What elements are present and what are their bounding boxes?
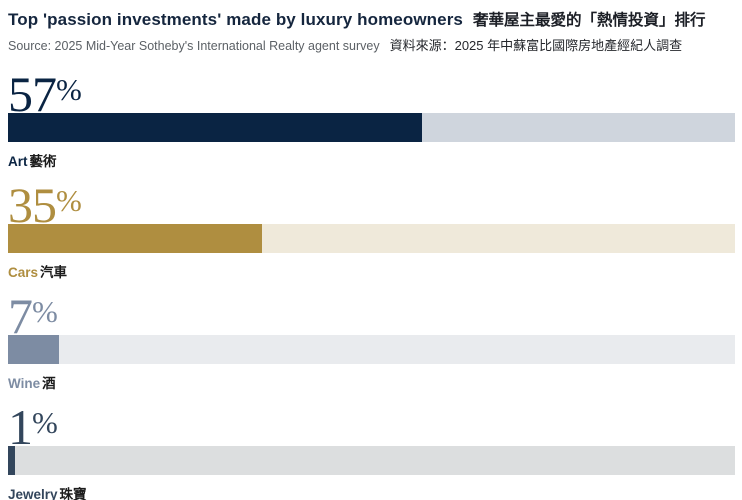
bar-track-jewelry — [8, 446, 735, 475]
bar-track-cars — [8, 224, 735, 253]
percent-sign: % — [32, 405, 58, 440]
value-number: 35 — [8, 177, 57, 233]
percent-sign: % — [56, 72, 82, 107]
source-english: Source: 2025 Mid-Year Sotheby's Internat… — [8, 39, 380, 53]
title-english: Top 'passion investments' made by luxury… — [8, 10, 463, 29]
category-chinese: 汽車 — [40, 265, 68, 280]
value-label-cars: 35% — [8, 178, 735, 230]
value-number: 7 — [8, 288, 33, 344]
value-number: 1 — [8, 399, 33, 455]
title-chinese: 奢華屋主最愛的「熱情投資」排行 — [472, 12, 706, 29]
source-chinese: 資料來源：2025 年中蘇富比國際房地產經紀人調查 — [389, 38, 683, 53]
percent-sign: % — [56, 183, 82, 218]
page-title: Top 'passion investments' made by luxury… — [8, 8, 735, 30]
value-number: 57 — [8, 66, 57, 122]
category-label-art: Art 藝術 — [8, 150, 735, 169]
category-chinese: 珠寶 — [59, 487, 87, 500]
category-label-cars: Cars 汽車 — [8, 261, 735, 280]
category-english: Wine — [8, 376, 41, 391]
bar-track-art — [8, 113, 735, 142]
category-english: Cars — [8, 265, 39, 280]
category-english: Art — [8, 154, 28, 169]
category-label-jewelry: Jewelry 珠寶 — [8, 483, 735, 500]
bar-track-wine — [8, 335, 735, 364]
value-label-wine: 7% — [8, 289, 735, 341]
bar-fill-cars — [8, 224, 263, 253]
bar-group-cars: 35% Cars 汽車 — [8, 178, 735, 280]
bar-chart: 57% Art 藝術 35% Cars 汽車 7% Wine 酒 1% Jewelry — [8, 67, 735, 500]
category-english: Jewelry — [8, 487, 58, 500]
category-chinese: 酒 — [42, 376, 56, 391]
value-label-jewelry: 1% — [8, 400, 735, 452]
category-chinese: 藝術 — [29, 154, 57, 169]
bar-fill-wine — [8, 335, 59, 364]
bar-fill-art — [8, 113, 423, 142]
bar-group-jewelry: 1% Jewelry 珠寶 — [8, 400, 735, 500]
source-line: Source: 2025 Mid-Year Sotheby's Internat… — [8, 35, 735, 54]
bar-group-wine: 7% Wine 酒 — [8, 289, 735, 391]
value-label-art: 57% — [8, 67, 735, 119]
bar-group-art: 57% Art 藝術 — [8, 67, 735, 169]
category-label-wine: Wine 酒 — [8, 372, 735, 391]
percent-sign: % — [32, 294, 58, 329]
bar-fill-jewelry — [8, 446, 16, 475]
